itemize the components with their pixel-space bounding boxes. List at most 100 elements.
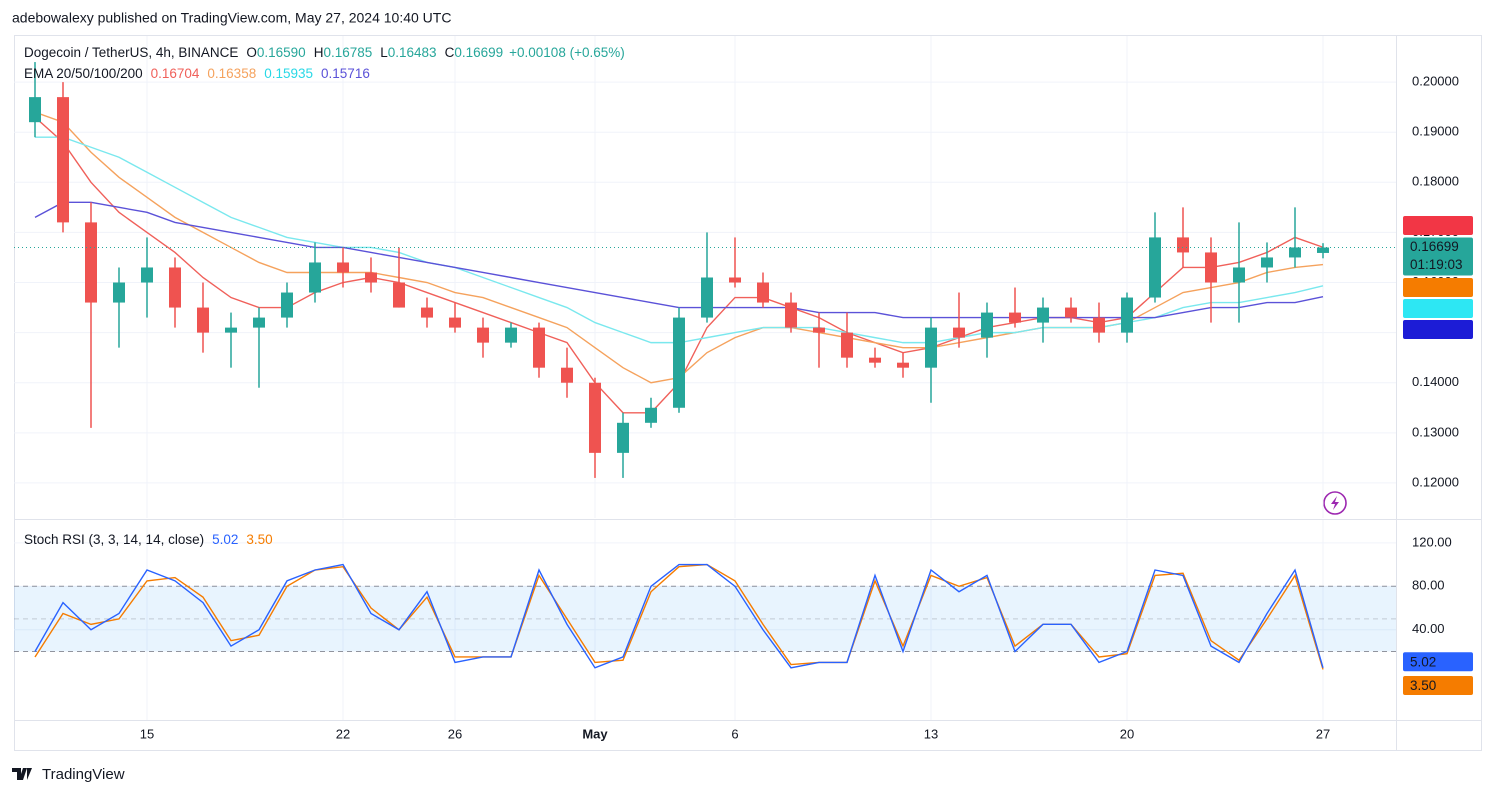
legend-item: 3.50 <box>246 532 272 547</box>
candle-body <box>673 317 685 408</box>
candle-body <box>785 302 797 328</box>
stoch-badge-label: 5.02 <box>1410 654 1436 669</box>
legend: Stoch RSI (3, 3, 14, 14, close) 5.02 3.50 <box>24 532 273 547</box>
legend-item: 0.16358 <box>207 66 256 81</box>
stoch-band <box>14 586 1396 652</box>
legend-item: 0.15716 <box>321 66 370 81</box>
legend-item: Dogecoin / TetherUS, 4h, BINANCE <box>24 45 238 60</box>
legend-item: Stoch RSI (3, 3, 14, 14, close) <box>24 532 204 547</box>
candle-body <box>253 317 265 328</box>
alert-bolt <box>1331 496 1339 510</box>
candle-body <box>169 267 181 308</box>
legend-item: 5.02 <box>212 532 238 547</box>
y-tick-label: 0.20000 <box>1412 74 1459 89</box>
y-tick-label: 0.14000 <box>1412 374 1459 389</box>
candle-body <box>1093 317 1105 333</box>
stoch-badge <box>1403 675 1473 695</box>
x-tick-label: 27 <box>1316 726 1330 741</box>
legend-item: 0.15935 <box>264 66 313 81</box>
candle-body <box>57 97 69 223</box>
candle-body <box>421 307 433 318</box>
ema-badge <box>1403 298 1473 318</box>
ema-badge <box>1403 215 1473 235</box>
stoch-line <box>34 563 1324 670</box>
candle-body <box>1289 247 1301 258</box>
candle-body <box>1121 297 1133 333</box>
y-tick-label: 0.19000 <box>1412 124 1459 139</box>
legend-item: L <box>380 45 388 60</box>
candle-body <box>1009 312 1021 323</box>
legend: Dogecoin / TetherUS, 4h, BINANCE O0.16590… <box>24 45 625 60</box>
candle-body <box>981 312 993 338</box>
brand-name: TradingView <box>42 766 125 783</box>
stoch-badge <box>1403 652 1473 672</box>
legend-item: 0.16785 <box>323 45 372 60</box>
legend-item: 0.16699 <box>454 45 503 60</box>
candle-body <box>1149 237 1161 298</box>
x-tick-label: 22 <box>336 726 350 741</box>
candle-body <box>813 327 825 333</box>
candle-body <box>281 292 293 318</box>
candle-body <box>869 357 881 363</box>
y-tick-label: 120.00 <box>1412 534 1452 549</box>
candle-body <box>393 282 405 308</box>
candle-body <box>1261 257 1273 268</box>
legend: EMA 20/50/100/200 0.16704 0.16358 0.15935 0.… <box>24 66 370 81</box>
stoch-line <box>34 563 1324 669</box>
candle-body <box>841 332 853 358</box>
ema-line <box>34 201 1324 319</box>
x-tick-label: 13 <box>924 726 938 741</box>
candle-body <box>225 327 237 333</box>
candle-body <box>533 327 545 368</box>
legend-item: H <box>314 45 324 60</box>
legend-item: O <box>246 45 257 60</box>
x-tick-label: 15 <box>140 726 154 741</box>
candle-body <box>729 277 741 283</box>
y-tick-label: 0.13000 <box>1412 424 1459 439</box>
candle-body <box>561 367 573 383</box>
y-tick-label: 0.18000 <box>1412 174 1459 189</box>
y-tick-label: 80.00 <box>1412 578 1445 593</box>
candle-body <box>1317 247 1329 253</box>
candle-body <box>309 262 321 293</box>
candle-body <box>477 327 489 343</box>
candle-body <box>1233 267 1245 283</box>
candle-body <box>1205 252 1217 283</box>
candle-body <box>1177 237 1189 253</box>
candle-body <box>757 282 769 303</box>
candle-body <box>197 307 209 333</box>
candle-body <box>337 262 349 273</box>
last-price-label: 0.16699 <box>1410 239 1459 254</box>
legend-item: C <box>445 45 455 60</box>
chart-frame <box>14 35 1482 751</box>
candle-body <box>505 327 517 343</box>
alert-circle <box>1323 491 1347 515</box>
candle-body <box>1065 307 1077 318</box>
publisher-note: adebowalexy published on TradingView.com… <box>12 10 451 26</box>
stoch-badge-label: 3.50 <box>1410 678 1436 693</box>
candle-body <box>953 327 965 338</box>
countdown-label: 01:19:03 <box>1410 257 1463 272</box>
x-tick-label: 6 <box>731 726 738 741</box>
last-price-badge <box>1403 237 1473 276</box>
y-tick-label: 0.12000 <box>1412 474 1459 489</box>
candle-body <box>449 317 461 328</box>
candle-body <box>701 277 713 318</box>
legend-item: +0.00108 (+0.65%) <box>509 45 625 60</box>
candle-body <box>141 267 153 283</box>
candle-body <box>1037 307 1049 323</box>
legend-item: EMA 20/50/100/200 <box>24 66 143 81</box>
candle-body <box>365 272 377 283</box>
legend-item: 0.16483 <box>388 45 437 60</box>
candle-body <box>645 407 657 423</box>
y-tick-label: 40.00 <box>1412 621 1445 636</box>
legend-item: 0.16590 <box>257 45 306 60</box>
legend-item: 0.16704 <box>151 66 200 81</box>
ema-badge <box>1403 319 1473 339</box>
candle-body <box>925 327 937 368</box>
x-tick-label: 20 <box>1120 726 1134 741</box>
logo-mark <box>12 768 32 780</box>
candle-body <box>589 382 601 453</box>
candle-body <box>897 362 909 368</box>
